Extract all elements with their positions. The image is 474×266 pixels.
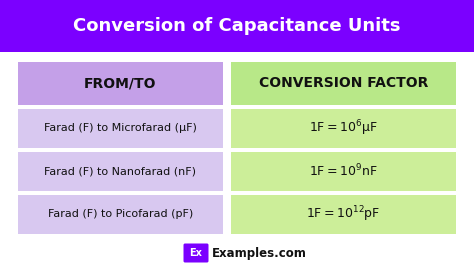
Bar (0, 0, 474, 52)
Bar (18, 152, 223, 191)
Bar (231, 152, 456, 191)
Bar (231, 109, 456, 148)
Text: Farad (F) to Microfarad (μF): Farad (F) to Microfarad (μF) (44, 123, 197, 133)
Bar (18, 195, 223, 234)
Text: Examples.com: Examples.com (212, 247, 307, 260)
Text: CONVERSION FACTOR: CONVERSION FACTOR (259, 76, 428, 90)
Text: Farad (F) to Picofarad (pF): Farad (F) to Picofarad (pF) (48, 209, 193, 219)
Text: Conversion of Capacitance Units: Conversion of Capacitance Units (73, 17, 401, 35)
Text: $\mathdefault{1 F = 10^{9} nF}$: $\mathdefault{1 F = 10^{9} nF}$ (309, 163, 378, 180)
FancyBboxPatch shape (183, 243, 209, 263)
Bar (231, 62, 456, 105)
Bar (231, 195, 456, 234)
Bar (18, 109, 223, 148)
Text: Farad (F) to Nanofarad (nF): Farad (F) to Nanofarad (nF) (45, 166, 197, 176)
Text: $\mathdefault{1 F = 10^{12} pF}$: $\mathdefault{1 F = 10^{12} pF}$ (306, 205, 381, 224)
Text: Ex: Ex (190, 248, 202, 258)
Text: $\mathdefault{1 F = 10^{6} μF}$: $\mathdefault{1 F = 10^{6} μF}$ (309, 118, 378, 138)
Bar (18, 62, 223, 105)
Text: FROM/TO: FROM/TO (84, 76, 157, 90)
